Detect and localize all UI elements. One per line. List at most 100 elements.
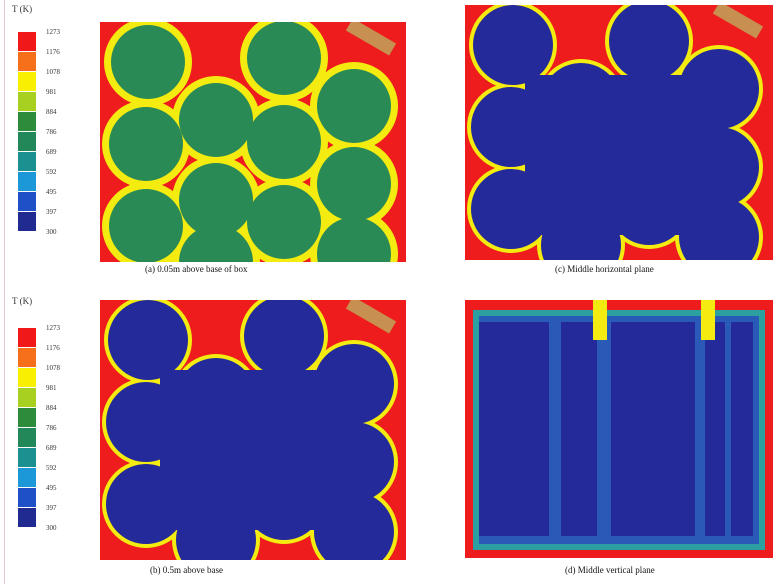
colorbar-segment (18, 112, 36, 132)
caption-d: (d) Middle vertical plane (565, 565, 655, 575)
cylinder (176, 500, 256, 560)
colorbar-segment (18, 172, 36, 192)
colorbar-label: 884 (46, 404, 57, 412)
colorbar-label: 592 (46, 168, 57, 176)
cylinder (541, 143, 621, 223)
cold-column (561, 322, 597, 536)
cylinder (317, 217, 391, 262)
colorbar-title: T (K) (12, 296, 33, 306)
cylinder (679, 197, 759, 260)
colorbar-title: T (K) (12, 4, 33, 14)
colorbar-label: 397 (46, 504, 57, 512)
colorbar-bar (18, 328, 36, 528)
panel-a-contour (100, 22, 406, 262)
cylinder (609, 5, 689, 81)
colorbar-label: 1273 (46, 324, 60, 332)
cylinder (314, 492, 394, 560)
cylinder (317, 69, 391, 143)
colorbar-label: 1273 (46, 28, 60, 36)
hot-gap-plume (701, 300, 715, 340)
cylinder (247, 105, 321, 179)
colorbar-segment (18, 192, 36, 212)
colorbar-label: 981 (46, 384, 57, 392)
cylinder (473, 5, 553, 85)
colorbar-label: 495 (46, 188, 57, 196)
cylinder (179, 163, 253, 237)
page-edge-line (4, 0, 5, 584)
caption-b: (b) 0.5m above base (150, 565, 223, 575)
colorbar-segment (18, 328, 36, 348)
colorbar-label: 786 (46, 128, 57, 136)
colorbar-segment (18, 388, 36, 408)
heater-element (712, 5, 764, 39)
cylinder (179, 225, 253, 262)
colorbar-segment (18, 368, 36, 388)
cylinder (314, 422, 394, 502)
colorbar-segment (18, 428, 36, 448)
colorbar-segment (18, 32, 36, 52)
colorbar-segment (18, 488, 36, 508)
cold-column (611, 322, 695, 536)
colorbar-segment (18, 508, 36, 528)
cylinder (541, 63, 621, 143)
colorbar-bar (18, 32, 36, 232)
colorbar-label: 1176 (46, 48, 60, 56)
colorbar-label: 786 (46, 424, 57, 432)
cold-column (705, 322, 725, 536)
cylinder (106, 464, 186, 544)
colorbar-segment (18, 152, 36, 172)
cylinder (244, 300, 324, 376)
cylinder (247, 185, 321, 259)
colorbar-segment (18, 52, 36, 72)
colorbar-segment (18, 72, 36, 92)
cylinder (179, 83, 253, 157)
cylinder (176, 358, 256, 438)
cylinder (244, 380, 324, 460)
caption-a: (a) 0.05m above base of box (145, 264, 248, 274)
colorbar-segment (18, 212, 36, 232)
cylinder (247, 22, 321, 95)
cold-column (731, 322, 753, 536)
colorbar-label: 495 (46, 484, 57, 492)
cylinder (609, 85, 689, 165)
panel-c-contour (465, 5, 773, 260)
cylinder (314, 344, 394, 424)
cylinder (109, 189, 183, 262)
panel-b-contour (100, 300, 406, 560)
cylinder (679, 49, 759, 129)
colorbar-label: 1078 (46, 68, 60, 76)
cylinder (106, 382, 186, 462)
cylinder (471, 169, 551, 249)
colorbar-label: 300 (46, 228, 57, 236)
colorbar-segment (18, 408, 36, 428)
colorbar-label: 884 (46, 108, 57, 116)
colorbar-label: 1078 (46, 364, 60, 372)
cylinder (679, 127, 759, 207)
cylinder (471, 87, 551, 167)
colorbar-segment (18, 468, 36, 488)
cold-column (479, 322, 549, 536)
colorbar-segment (18, 132, 36, 152)
hot-gap-plume (593, 300, 607, 340)
cylinder (176, 438, 256, 518)
cylinder (609, 165, 689, 245)
colorbar-segment (18, 448, 36, 468)
cylinder (317, 147, 391, 221)
colorbar-label: 689 (46, 148, 57, 156)
colorbar-label: 592 (46, 464, 57, 472)
panel-d-contour (465, 300, 773, 558)
cylinder (541, 205, 621, 260)
heater-element (345, 300, 397, 334)
colorbar-segment (18, 92, 36, 112)
colorbar-label: 300 (46, 524, 57, 532)
colorbar-label: 397 (46, 208, 57, 216)
cylinder (108, 300, 188, 380)
colorbar-label: 1176 (46, 344, 60, 352)
cylinder (244, 460, 324, 540)
cylinder (109, 107, 183, 181)
colorbar-segment (18, 348, 36, 368)
heater-element (345, 22, 397, 56)
caption-c: (c) Middle horizontal plane (555, 264, 654, 274)
cylinder (111, 25, 185, 99)
colorbar-label: 981 (46, 88, 57, 96)
